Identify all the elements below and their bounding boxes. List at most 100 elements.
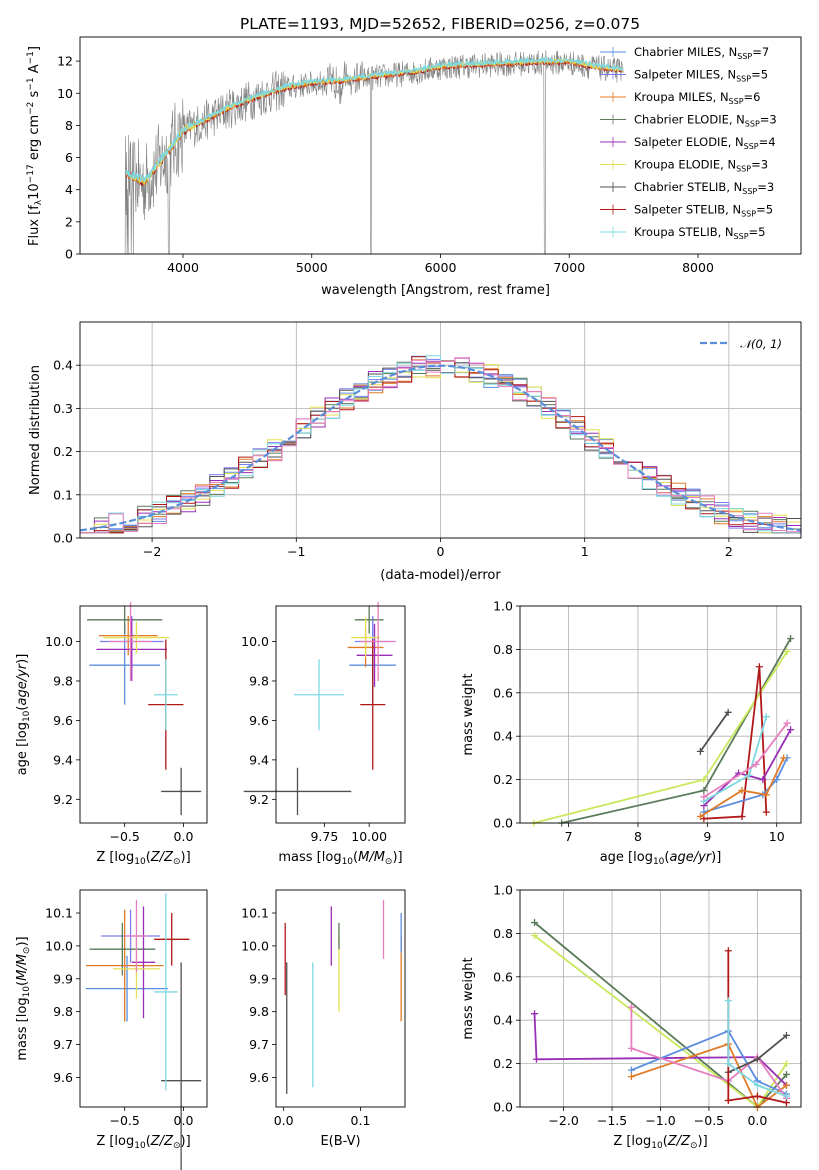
label-part: 10 xyxy=(22,710,32,722)
tick-label-x: 0.0 xyxy=(174,829,194,844)
weight-series xyxy=(533,1013,788,1086)
label-part: ( xyxy=(15,706,30,711)
tick-label-y: 9.8 xyxy=(53,673,73,688)
weight-marker xyxy=(531,919,539,927)
tick-label-y: 2 xyxy=(65,214,73,229)
tick-label-y: 0.2 xyxy=(493,1056,513,1071)
label-part: Salpeter MILES, N xyxy=(634,68,736,82)
normal-curve xyxy=(79,364,802,532)
weight-marker xyxy=(627,1044,635,1052)
axes-frame xyxy=(79,889,208,1108)
x-axis-label: age [log10(age/yr)] xyxy=(600,850,722,867)
tick-label-y: 0.4 xyxy=(53,358,73,373)
label-part: ] xyxy=(27,46,42,51)
tick-label-y: 0.0 xyxy=(493,816,513,831)
label-part: Chabrier MILES, N xyxy=(634,45,737,59)
legend-label: Chabrier STELIB, NSSP=3 xyxy=(634,180,774,196)
label-part: ( xyxy=(146,1134,151,1149)
tick-label-x: 0.1 xyxy=(351,1113,371,1128)
weight-series xyxy=(727,1000,787,1098)
weight-marker xyxy=(627,1003,635,1011)
label-part: ⊙ xyxy=(690,1141,698,1151)
label-part: =5 xyxy=(756,203,773,217)
tick-label-y: 9.6 xyxy=(53,1070,73,1085)
tick-label-y: 0.8 xyxy=(493,642,513,657)
axes-age-vs-mass: 9.75 10.00 9.2 9.4 9.6 9.8 10.0 mass [log10(M/M… xyxy=(241,602,406,867)
tick-label-y: 1.0 xyxy=(493,599,513,614)
weight-series xyxy=(703,666,768,820)
weight-marker xyxy=(724,1060,732,1068)
weight-marker xyxy=(755,663,763,671)
weight-marker xyxy=(696,747,704,755)
x-axis-label: E(B-V) xyxy=(320,1134,360,1149)
label-part: =5 xyxy=(749,225,766,239)
label-part: age/yr xyxy=(669,850,712,865)
tick-label-y: 10 xyxy=(57,86,73,101)
tick-label-y: 6 xyxy=(65,150,73,165)
label-part: 10 xyxy=(27,183,42,200)
weight-marker xyxy=(724,947,732,955)
tick-label-x: 7 xyxy=(565,829,573,844)
axes-spectrum: 4000 5000 6000 7000 8000 0 2 4 6 8 10 12 wavelength … xyxy=(26,36,802,298)
tick-label-y: 1.0 xyxy=(493,883,513,898)
weight-marker xyxy=(762,791,770,799)
label-part: 10 xyxy=(134,857,146,867)
label-part: =3 xyxy=(757,180,774,194)
label-part: age [log xyxy=(15,722,30,775)
legend-label: Chabrier MILES, NSSP=7 xyxy=(634,45,769,61)
tick-label-x: 0.0 xyxy=(174,1113,194,1128)
tick-label-y: 0.4 xyxy=(493,729,513,744)
weight-marker xyxy=(700,793,708,801)
weight-marker xyxy=(782,1081,790,1089)
weight-marker xyxy=(787,726,795,734)
weight-marker xyxy=(787,635,795,643)
label-part: ⊙ xyxy=(173,857,181,867)
tick-label-x: −0.5 xyxy=(110,829,140,844)
axes-frame xyxy=(79,321,802,539)
label-part: M/M xyxy=(358,850,385,865)
tick-label-x: 7000 xyxy=(553,260,585,275)
tick-label-x: −0.5 xyxy=(694,1113,724,1128)
tick-label-y: 0.6 xyxy=(493,969,513,984)
label-part: =7 xyxy=(752,45,769,59)
weight-series xyxy=(703,729,792,807)
label-part: Chabrier ELODIE, N xyxy=(634,113,745,127)
label-part: erg cm xyxy=(27,115,42,164)
tick-label-y: 10.0 xyxy=(45,938,73,953)
weight-series xyxy=(703,716,768,803)
tick-label-y: 9.7 xyxy=(53,1037,73,1052)
tick-label-x: 6000 xyxy=(425,260,457,275)
label-part: Z [log xyxy=(613,1134,651,1149)
legend-label: Chabrier ELODIE, NSSP=3 xyxy=(634,113,777,129)
tick-label-y: 9.8 xyxy=(53,1004,73,1019)
label-part: SSP xyxy=(729,97,744,106)
weight-marker xyxy=(700,776,708,784)
label-part: mass [log xyxy=(278,850,341,865)
legend-label: Salpeter ELODIE, NSSP=4 xyxy=(634,135,776,151)
tick-label-x: 0.0 xyxy=(274,1113,294,1128)
figure-title: PLATE=1193, MJD=52652, FIBERID=0256, z=0… xyxy=(240,15,640,33)
label-part: Z/Z xyxy=(150,1134,174,1149)
plot-layer: 4000 5000 6000 7000 8000024681012wavelength … xyxy=(15,36,802,1170)
weight-marker xyxy=(762,713,770,721)
label-part: Kroupa MILES, N xyxy=(634,90,729,104)
tick-label-y: 8 xyxy=(65,118,73,133)
label-part: SSP xyxy=(741,210,756,219)
tick-label-y: 9.8 xyxy=(249,673,269,688)
tick-label-y: 0.0 xyxy=(493,1100,513,1115)
weight-marker xyxy=(782,1099,790,1107)
axes-residuals: −2 −1 0 1 2 0.0 0.1 0.2 0.3 0.4 𝒩(0, 1) (data-model… xyxy=(28,321,802,583)
label-part: )] xyxy=(392,850,402,865)
tick-label-y: 10.0 xyxy=(45,634,73,649)
label-part: )] xyxy=(15,936,30,946)
tick-label-y: 9.9 xyxy=(249,971,269,986)
tick-label-x: −2.0 xyxy=(548,1113,578,1128)
label-part: ( xyxy=(663,1134,668,1149)
spectrum-data xyxy=(124,50,624,255)
tick-label-x: −0.5 xyxy=(110,1113,140,1128)
tick-label-y: 0.1 xyxy=(53,487,73,502)
label-part: SSP xyxy=(744,142,759,151)
weight-marker xyxy=(783,648,791,656)
tick-label-y: 9.2 xyxy=(53,792,73,807)
